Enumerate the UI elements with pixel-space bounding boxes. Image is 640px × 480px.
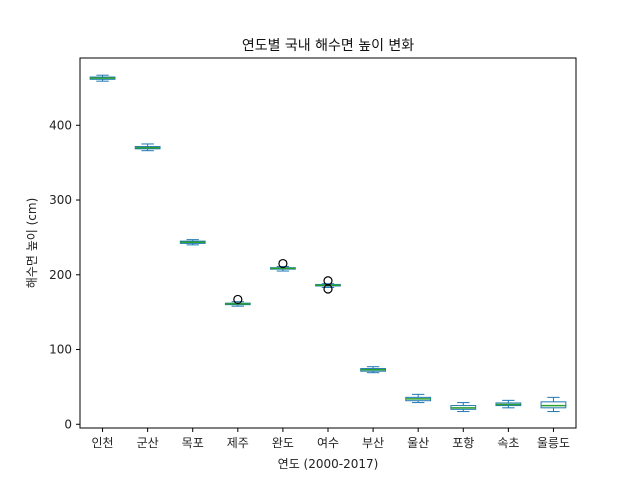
x-tick-label: 속초 <box>497 436 519 450</box>
box-3 <box>224 294 251 307</box>
y-tick-label: 100 <box>49 343 72 357</box>
x-tick-label: 인천 <box>91 435 113 450</box>
box-8 <box>450 402 477 413</box>
x-tick-label: 완도 <box>272 436 294 450</box>
x-tick-label: 울릉도 <box>537 436 570 450</box>
y-tick-label: 300 <box>49 193 72 207</box>
plot-area <box>89 74 567 413</box>
outlier-point <box>323 284 333 294</box>
box-4 <box>270 258 296 272</box>
box-9 <box>495 399 522 409</box>
y-axis: 0 100 200 300 400 <box>49 118 80 431</box>
outlier-point <box>233 294 243 305</box>
box-5 <box>315 276 341 294</box>
y-tick-label: 400 <box>49 118 72 132</box>
x-tick-label: 포항 <box>452 436 474 450</box>
x-tick-label: 울산 <box>407 436 429 450</box>
box-0 <box>89 74 116 82</box>
x-tick-label: 목포 <box>182 436 204 450</box>
chart-title: 연도별 국내 해수면 높이 변화 <box>242 38 414 54</box>
box-6 <box>360 366 386 374</box>
y-tick-label: 0 <box>64 417 72 431</box>
x-tick-label: 여수 <box>317 436 339 450</box>
box-1 <box>134 143 161 152</box>
y-axis-label: 해수면 높이 (cm) <box>25 198 39 288</box>
x-axis: 인천 군산 목포 제주 완도 여수 부산 울산 포항 속초 울릉도 <box>91 428 570 450</box>
y-tick-label: 200 <box>49 268 72 282</box>
box-10 <box>540 396 567 413</box>
box-7 <box>405 393 432 404</box>
x-axis-label: 연도 (2000-2017) <box>278 457 379 471</box>
outlier-point <box>278 258 288 269</box>
box-2 <box>179 239 206 246</box>
x-tick-label: 제주 <box>227 436 249 450</box>
x-tick-label: 부산 <box>362 436 384 450</box>
x-tick-label: 군산 <box>137 436 159 450</box>
